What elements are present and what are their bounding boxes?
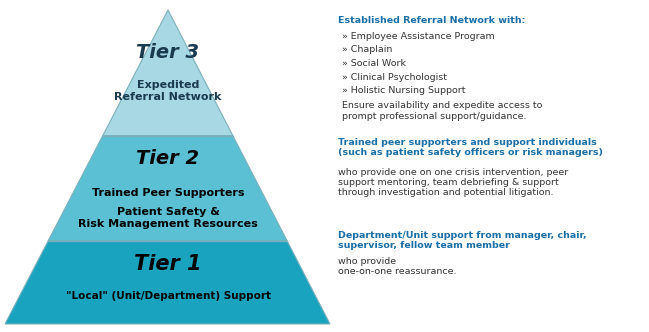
Text: » Employee Assistance Program: » Employee Assistance Program <box>342 32 495 41</box>
Text: » Chaplain: » Chaplain <box>342 45 393 54</box>
Text: Patient Safety &
Risk Management Resources: Patient Safety & Risk Management Resourc… <box>78 208 258 229</box>
Text: Tier 1: Tier 1 <box>134 254 202 274</box>
Text: Expedited
Referral Network: Expedited Referral Network <box>114 80 222 102</box>
Text: Tier 2: Tier 2 <box>136 149 199 168</box>
Text: who provide
one-on-one reassurance.: who provide one-on-one reassurance. <box>338 257 456 276</box>
Text: » Holistic Nursing Support: » Holistic Nursing Support <box>342 86 465 95</box>
Polygon shape <box>103 10 233 135</box>
Text: Trained peer supporters and support individuals
(such as patient safety officers: Trained peer supporters and support indi… <box>338 137 603 157</box>
Text: Tier 3: Tier 3 <box>136 43 199 62</box>
Polygon shape <box>5 241 330 324</box>
Polygon shape <box>48 135 287 241</box>
Text: "Local" (Unit/Department) Support: "Local" (Unit/Department) Support <box>66 291 271 301</box>
Text: Department/Unit support from manager, chair,
supervisor, fellow team member: Department/Unit support from manager, ch… <box>338 231 587 250</box>
Text: Established Referral Network with:: Established Referral Network with: <box>338 16 526 25</box>
Text: who provide one on one crisis intervention, peer
support mentoring, team debrief: who provide one on one crisis interventi… <box>338 168 569 198</box>
Text: Trained Peer Supporters: Trained Peer Supporters <box>92 188 244 198</box>
Text: Ensure availability and expedite access to
prompt professional support/guidance.: Ensure availability and expedite access … <box>342 102 543 121</box>
Text: » Clinical Psychologist: » Clinical Psychologist <box>342 72 447 81</box>
Text: » Social Work: » Social Work <box>342 59 406 68</box>
